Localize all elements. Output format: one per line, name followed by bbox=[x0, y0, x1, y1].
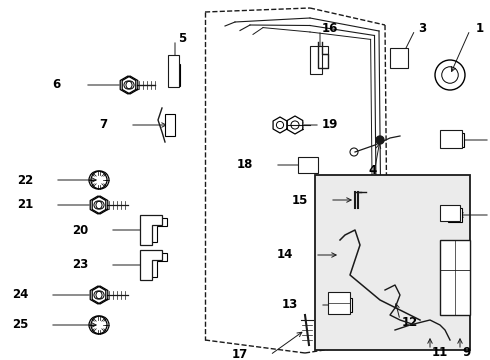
Text: 15: 15 bbox=[292, 194, 308, 207]
Polygon shape bbox=[92, 196, 108, 214]
Bar bbox=[440, 205, 460, 221]
Text: 20: 20 bbox=[72, 224, 88, 237]
Text: 9: 9 bbox=[462, 346, 470, 359]
Text: 6: 6 bbox=[52, 78, 60, 91]
Bar bbox=[298, 157, 318, 173]
Bar bbox=[440, 240, 470, 315]
Text: 14: 14 bbox=[277, 248, 293, 261]
Bar bbox=[315, 175, 470, 350]
Bar bbox=[303, 158, 317, 172]
Text: 19: 19 bbox=[322, 118, 339, 131]
Bar bbox=[440, 130, 462, 148]
Circle shape bbox=[435, 60, 465, 90]
Text: 13: 13 bbox=[282, 298, 298, 311]
Text: 16: 16 bbox=[322, 22, 339, 35]
Text: 4: 4 bbox=[369, 163, 377, 176]
Text: 11: 11 bbox=[432, 346, 448, 359]
Polygon shape bbox=[120, 76, 136, 94]
Polygon shape bbox=[287, 116, 303, 134]
Polygon shape bbox=[273, 117, 287, 133]
Text: 25: 25 bbox=[12, 319, 28, 332]
Bar bbox=[328, 292, 350, 314]
Text: 24: 24 bbox=[12, 288, 28, 302]
Polygon shape bbox=[147, 253, 167, 277]
Text: 1: 1 bbox=[476, 22, 484, 35]
Bar bbox=[338, 298, 352, 312]
Text: 5: 5 bbox=[178, 31, 186, 45]
Polygon shape bbox=[122, 76, 138, 94]
Polygon shape bbox=[92, 286, 108, 304]
Bar bbox=[390, 48, 408, 68]
Bar bbox=[393, 53, 407, 67]
Polygon shape bbox=[310, 46, 328, 74]
Polygon shape bbox=[147, 218, 167, 242]
Text: 3: 3 bbox=[418, 22, 426, 35]
Circle shape bbox=[376, 136, 384, 144]
Text: 12: 12 bbox=[402, 315, 418, 328]
Polygon shape bbox=[140, 250, 162, 280]
Text: 23: 23 bbox=[72, 258, 88, 271]
Bar bbox=[170, 64, 180, 86]
Polygon shape bbox=[90, 286, 106, 304]
Polygon shape bbox=[140, 215, 162, 245]
Bar bbox=[168, 55, 179, 87]
Bar bbox=[165, 114, 175, 136]
Text: 7: 7 bbox=[99, 118, 107, 131]
Text: 21: 21 bbox=[17, 198, 33, 211]
Polygon shape bbox=[90, 196, 106, 214]
Text: 22: 22 bbox=[17, 174, 33, 186]
Text: 18: 18 bbox=[237, 158, 253, 171]
Text: 17: 17 bbox=[232, 348, 248, 360]
Bar bbox=[446, 133, 464, 147]
Bar bbox=[448, 208, 462, 222]
